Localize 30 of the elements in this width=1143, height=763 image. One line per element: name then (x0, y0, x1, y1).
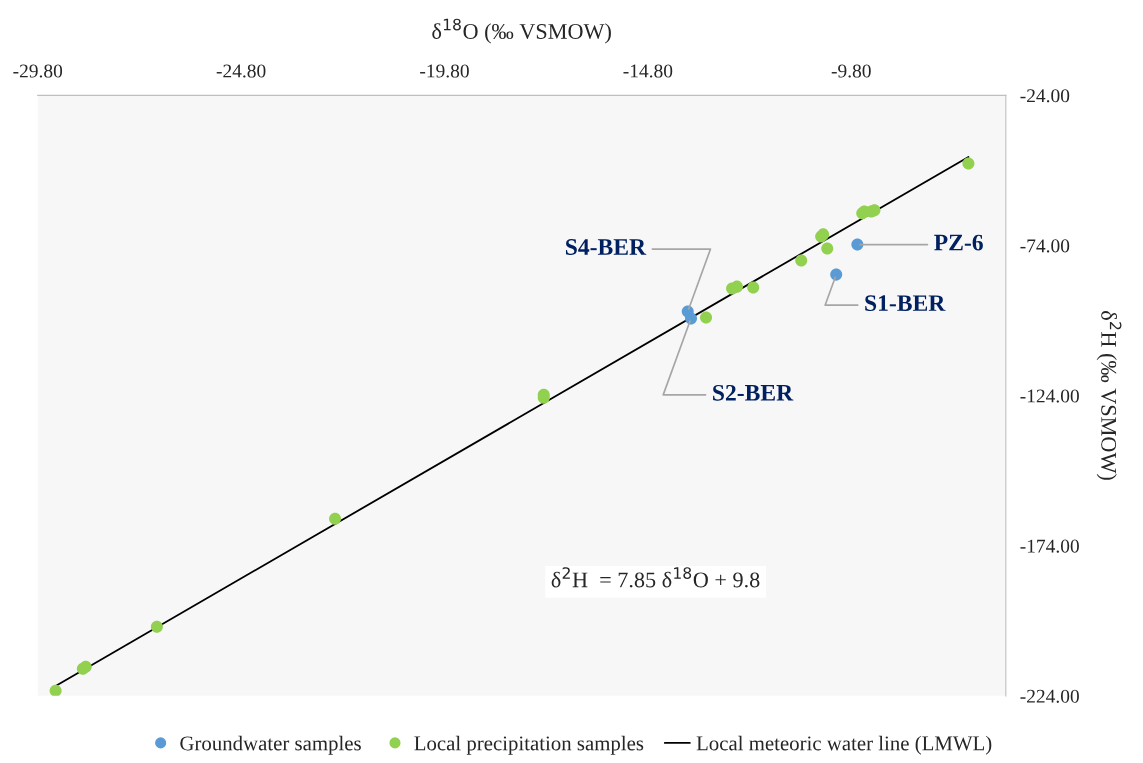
y-tick-label: -74.00 (1020, 239, 1070, 253)
annotation: PZ-6 (934, 234, 983, 251)
x-tick-label: -14.80 (623, 64, 673, 78)
y-axis-title: δ$^{2}$H (‰ VSMOW) (1096, 311, 1122, 480)
annotation: S4-BER (565, 239, 647, 255)
x-tick-label: -24.80 (216, 64, 266, 78)
y-tick-label: -174.00 (1020, 539, 1079, 553)
y-tick-label: -124.00 (1020, 389, 1079, 403)
legend-label: Groundwater samples (180, 735, 361, 755)
point (851, 238, 864, 251)
point (795, 254, 808, 267)
y-tick-label: -24.00 (1020, 89, 1070, 103)
annotation: δ$^{2}$H = 7.85 δ$^{18}$O + 9.8 (551, 567, 760, 588)
x-tick-label: -9.80 (831, 64, 871, 78)
legend-label: Local precipitation samples (414, 735, 644, 755)
annotation: S2-BER (713, 384, 794, 401)
point (49, 684, 62, 696)
point (821, 242, 834, 255)
y-tick-label: -224.00 (1020, 689, 1079, 703)
point (329, 512, 342, 525)
point (830, 268, 843, 281)
x-tick-label: -29.80 (13, 64, 63, 78)
x-tick-label: -19.80 (420, 64, 469, 78)
annotation: S1-BER (865, 295, 946, 312)
point (962, 157, 975, 170)
x-axis-title: δ$^{18}$O (‰ VSMOW) (432, 18, 611, 44)
legend-label: Local meteoric water line (LMWL) (696, 735, 992, 755)
point (700, 311, 713, 324)
point (150, 620, 163, 633)
point (747, 281, 760, 294)
